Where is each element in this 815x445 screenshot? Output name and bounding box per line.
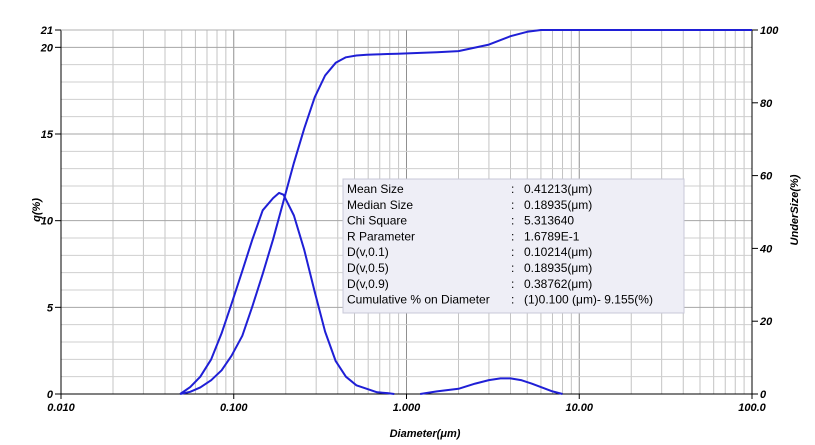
y-right-tick-label: 20: [759, 316, 773, 328]
x-tick-label: 100.0: [738, 402, 766, 414]
stat-label: Mean Size: [347, 182, 404, 196]
stat-separator: :: [511, 277, 514, 291]
stat-label: Median Size: [347, 198, 413, 212]
y-axis-right-title: UnderSize(%): [789, 174, 801, 245]
stat-value: 0.10214(μm): [524, 245, 592, 259]
x-axis-title: Diameter(μm): [390, 428, 461, 440]
stat-value: 5.313640: [524, 214, 574, 228]
series-line-3: [179, 29, 752, 395]
tick-labels: 0.010 0.100 1.000 10.00 100.0051015202102040…: [40, 25, 779, 414]
stat-value: (1)0.100 (μm)- 9.155(%): [524, 293, 653, 307]
y-left-tick-label: 10: [41, 216, 54, 228]
y-left-tick-label: 5: [47, 302, 54, 314]
stat-separator: :: [511, 198, 514, 212]
y-right-tick-label: 60: [760, 171, 773, 183]
x-tick-label: 10.00: [565, 402, 593, 414]
stat-value: 0.18935(μm): [524, 198, 592, 212]
x-tick-label: 1.000: [393, 402, 421, 414]
stat-label: Chi Square: [347, 214, 407, 228]
y-left-tick-label: 15: [41, 129, 54, 141]
stat-value: 1.6789E-1: [524, 229, 580, 243]
stat-label: R Parameter: [347, 229, 415, 243]
stat-separator: :: [511, 214, 514, 228]
stat-value: 0.18935(μm): [524, 261, 592, 275]
series-line-1: [179, 191, 395, 395]
y-left-tick-label: 0: [47, 389, 54, 401]
series-layer: [179, 29, 752, 395]
x-tick-label: 0.100: [220, 402, 248, 414]
stats-box: Mean Size:0.41213(μm)Median Size:0.18935…: [342, 178, 685, 314]
y-axis-left-title: q(%): [31, 198, 43, 222]
series-line-2: [420, 377, 563, 395]
y-right-tick-label: 80: [760, 98, 773, 110]
stat-label: D(v,0.1): [347, 245, 389, 259]
stat-separator: :: [511, 229, 514, 243]
stat-separator: :: [511, 182, 514, 196]
y-right-tick-label: 0: [760, 389, 767, 401]
y-right-tick-label: 100: [760, 25, 779, 37]
stat-separator: :: [511, 261, 514, 275]
stat-label: D(v,0.9): [347, 277, 389, 291]
y-left-tick-label: 21: [40, 25, 53, 37]
stats-box-background: [342, 178, 685, 314]
stat-separator: :: [511, 293, 514, 307]
y-right-tick-label: 40: [759, 243, 773, 255]
stat-label: Cumulative % on Diameter: [347, 293, 490, 307]
x-tick-label: 0.010: [47, 402, 75, 414]
stat-value: 0.41213(μm): [524, 182, 592, 196]
y-left-tick-label: 20: [40, 42, 54, 54]
stat-value: 0.38762(μm): [524, 277, 592, 291]
stat-separator: :: [511, 245, 514, 259]
stat-label: D(v,0.5): [347, 261, 389, 275]
